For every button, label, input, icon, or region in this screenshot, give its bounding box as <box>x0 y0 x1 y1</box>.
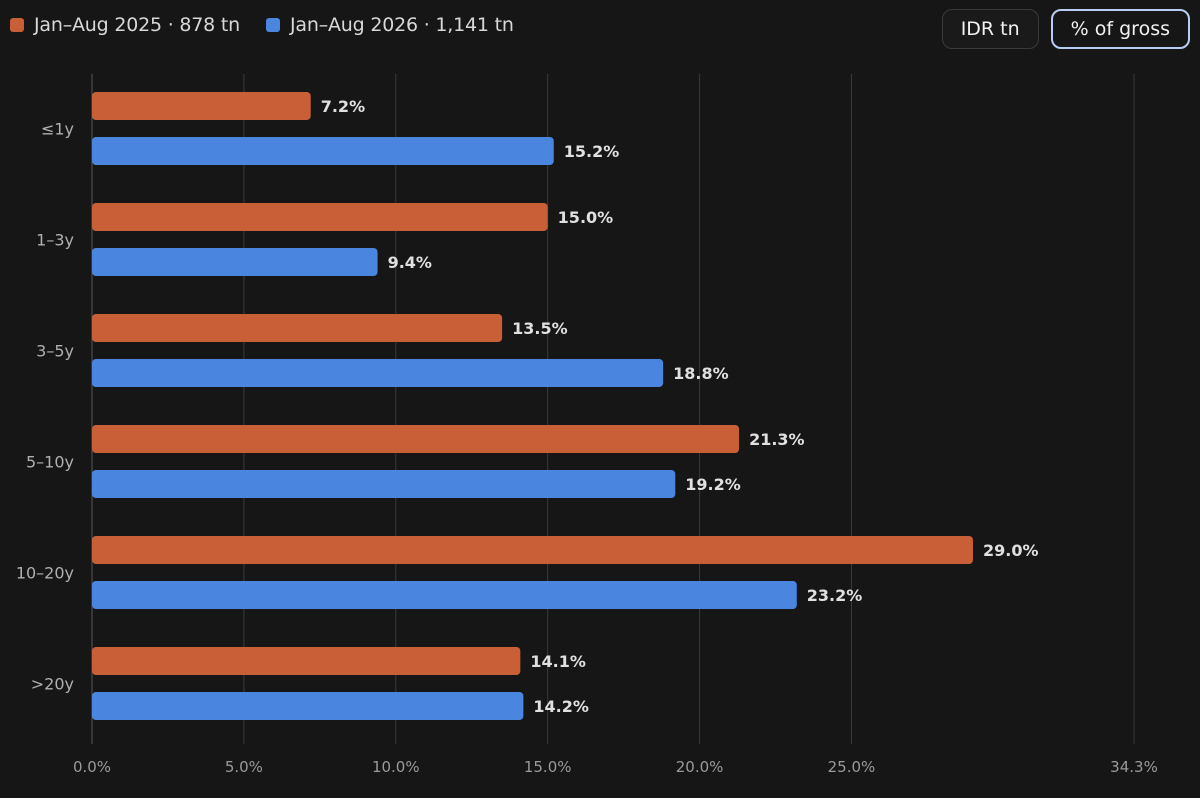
value-label-2026-5: 14.2% <box>533 697 589 716</box>
category-label-3: 5–10y <box>26 453 74 472</box>
legend: Jan–Aug 2025 · 878 tn Jan–Aug 2026 · 1,1… <box>10 14 514 36</box>
bar-2025-5[interactable] <box>92 647 521 675</box>
category-label-4: 10–20y <box>16 564 74 583</box>
bar-2026-2[interactable] <box>92 359 664 387</box>
category-label-1: 1–3y <box>36 231 74 250</box>
value-label-2025-1: 15.0% <box>558 208 614 227</box>
legend-item-2026: Jan–Aug 2026 · 1,141 tn <box>266 14 514 36</box>
category-label-2: 3–5y <box>36 342 74 361</box>
bar-2026-4[interactable] <box>92 581 797 609</box>
percent-of-gross-toggle-button[interactable]: % of gross <box>1050 9 1190 49</box>
value-label-2025-2: 13.5% <box>512 319 568 338</box>
bar-2026-3[interactable] <box>92 470 676 498</box>
bar-2026-0[interactable] <box>92 137 554 165</box>
bar-2025-4[interactable] <box>92 536 973 564</box>
value-label-2025-0: 7.2% <box>321 97 365 116</box>
value-label-2026-2: 18.8% <box>673 364 729 383</box>
bar-2026-5[interactable] <box>92 692 524 720</box>
value-label-2026-0: 15.2% <box>564 142 620 161</box>
bar-2025-1[interactable] <box>92 203 548 231</box>
x-tick-label-2: 10.0% <box>372 758 420 776</box>
value-label-2026-4: 23.2% <box>807 586 863 605</box>
category-label-5: >20y <box>31 675 74 694</box>
bar-2025-2[interactable] <box>92 314 503 342</box>
legend-swatch-2025 <box>10 18 24 32</box>
unit-toggle-group: IDR tn % of gross <box>941 9 1190 49</box>
value-label-2025-3: 21.3% <box>749 430 805 449</box>
value-label-2025-4: 29.0% <box>983 541 1039 560</box>
x-tick-label-4: 20.0% <box>676 758 724 776</box>
x-tick-label-5: 25.0% <box>828 758 876 776</box>
legend-label-2026: Jan–Aug 2026 · 1,141 tn <box>290 14 514 36</box>
value-label-2026-3: 19.2% <box>685 475 741 494</box>
bar-2025-0[interactable] <box>92 92 311 120</box>
legend-item-2025: Jan–Aug 2025 · 878 tn <box>10 14 240 36</box>
value-label-2026-1: 9.4% <box>388 253 432 272</box>
category-label-0: ≤1y <box>41 120 74 139</box>
idr-tn-toggle-button[interactable]: IDR tn <box>941 9 1039 49</box>
bar-2025-3[interactable] <box>92 425 740 453</box>
x-tick-label-1: 5.0% <box>225 758 263 776</box>
x-tick-label-0: 0.0% <box>73 758 111 776</box>
bar-2026-1[interactable] <box>92 248 378 276</box>
x-tick-label-3: 15.0% <box>524 758 572 776</box>
legend-swatch-2026 <box>266 18 280 32</box>
legend-label-2025: Jan–Aug 2025 · 878 tn <box>34 14 240 36</box>
x-tick-label-6: 34.3% <box>1110 758 1158 776</box>
value-label-2025-5: 14.1% <box>530 652 586 671</box>
